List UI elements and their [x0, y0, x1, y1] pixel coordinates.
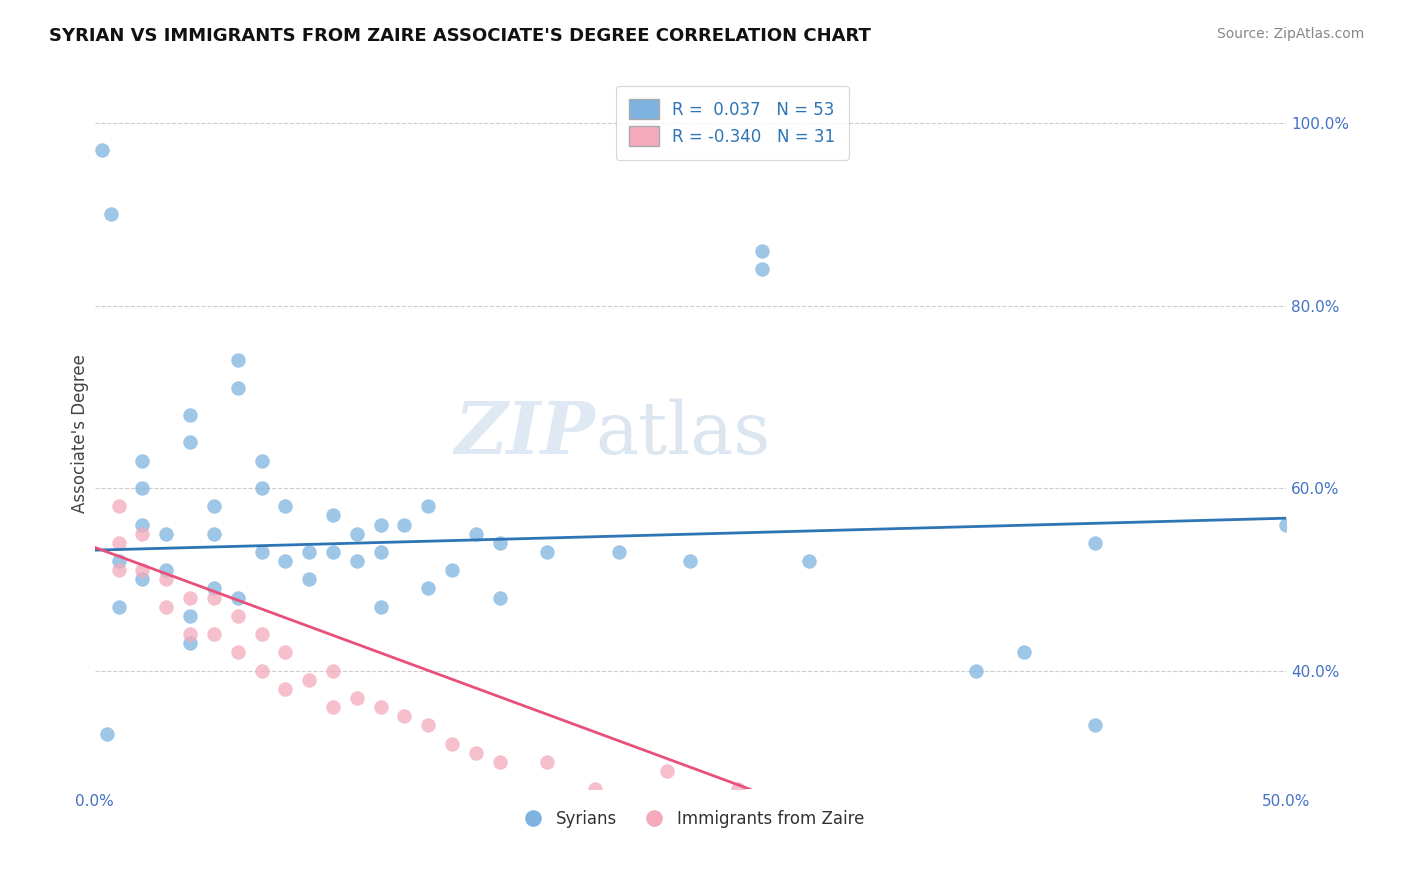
Point: [155, 572, 177, 586]
Text: Source: ZipAtlas.com: Source: ZipAtlas.com: [1216, 27, 1364, 41]
Point: [370, 517, 392, 532]
Point: [250, 627, 273, 641]
Point: [179, 408, 201, 422]
Point: [536, 755, 558, 769]
Point: [607, 545, 630, 559]
Point: [131, 453, 153, 467]
Point: [250, 481, 273, 495]
Point: [107, 554, 129, 568]
Point: [488, 536, 510, 550]
Point: [322, 700, 344, 714]
Point: [226, 381, 249, 395]
Point: [370, 545, 392, 559]
Point: [465, 526, 488, 541]
Point: [488, 591, 510, 605]
Point: [394, 709, 416, 723]
Point: [346, 526, 368, 541]
Point: [250, 664, 273, 678]
Point: [322, 508, 344, 523]
Point: [250, 453, 273, 467]
Legend: Syrians, Immigrants from Zaire: Syrians, Immigrants from Zaire: [509, 803, 872, 834]
Point: [179, 608, 201, 623]
Text: SYRIAN VS IMMIGRANTS FROM ZAIRE ASSOCIATE'S DEGREE CORRELATION CHART: SYRIAN VS IMMIGRANTS FROM ZAIRE ASSOCIAT…: [49, 27, 872, 45]
Point: [202, 582, 225, 596]
Point: [131, 526, 153, 541]
Point: [131, 517, 153, 532]
Point: [298, 572, 321, 586]
Point: [1084, 536, 1107, 550]
Point: [1275, 517, 1298, 532]
Point: [107, 563, 129, 577]
Point: [346, 554, 368, 568]
Point: [465, 746, 488, 760]
Point: [965, 664, 987, 678]
Point: [91, 144, 114, 158]
Point: [274, 500, 297, 514]
Point: [298, 545, 321, 559]
Point: [131, 572, 153, 586]
Y-axis label: Associate's Degree: Associate's Degree: [72, 354, 89, 513]
Point: [799, 554, 821, 568]
Point: [394, 517, 416, 532]
Point: [418, 718, 440, 732]
Point: [179, 591, 201, 605]
Point: [1084, 718, 1107, 732]
Point: [96, 727, 118, 741]
Point: [727, 782, 749, 797]
Point: [202, 627, 225, 641]
Point: [370, 599, 392, 614]
Point: [536, 545, 558, 559]
Point: [583, 782, 606, 797]
Point: [100, 207, 122, 221]
Point: [655, 764, 678, 778]
Text: ZIP: ZIP: [454, 398, 595, 469]
Point: [1012, 645, 1035, 659]
Point: [226, 608, 249, 623]
Point: [179, 435, 201, 450]
Point: [274, 645, 297, 659]
Point: [418, 582, 440, 596]
Point: [107, 536, 129, 550]
Point: [274, 681, 297, 696]
Point: [274, 554, 297, 568]
Point: [322, 545, 344, 559]
Point: [298, 673, 321, 687]
Point: [679, 554, 702, 568]
Point: [202, 500, 225, 514]
Point: [488, 755, 510, 769]
Point: [322, 664, 344, 678]
Point: [107, 500, 129, 514]
Point: [751, 244, 773, 258]
Point: [226, 591, 249, 605]
Text: atlas: atlas: [595, 398, 770, 468]
Point: [751, 262, 773, 277]
Point: [226, 353, 249, 368]
Point: [418, 500, 440, 514]
Point: [250, 545, 273, 559]
Point: [346, 690, 368, 705]
Point: [155, 526, 177, 541]
Point: [155, 563, 177, 577]
Point: [131, 481, 153, 495]
Point: [441, 737, 464, 751]
Point: [441, 563, 464, 577]
Point: [179, 627, 201, 641]
Point: [226, 645, 249, 659]
Point: [202, 526, 225, 541]
Point: [370, 700, 392, 714]
Point: [107, 599, 129, 614]
Point: [202, 591, 225, 605]
Point: [155, 599, 177, 614]
Point: [131, 563, 153, 577]
Point: [179, 636, 201, 650]
